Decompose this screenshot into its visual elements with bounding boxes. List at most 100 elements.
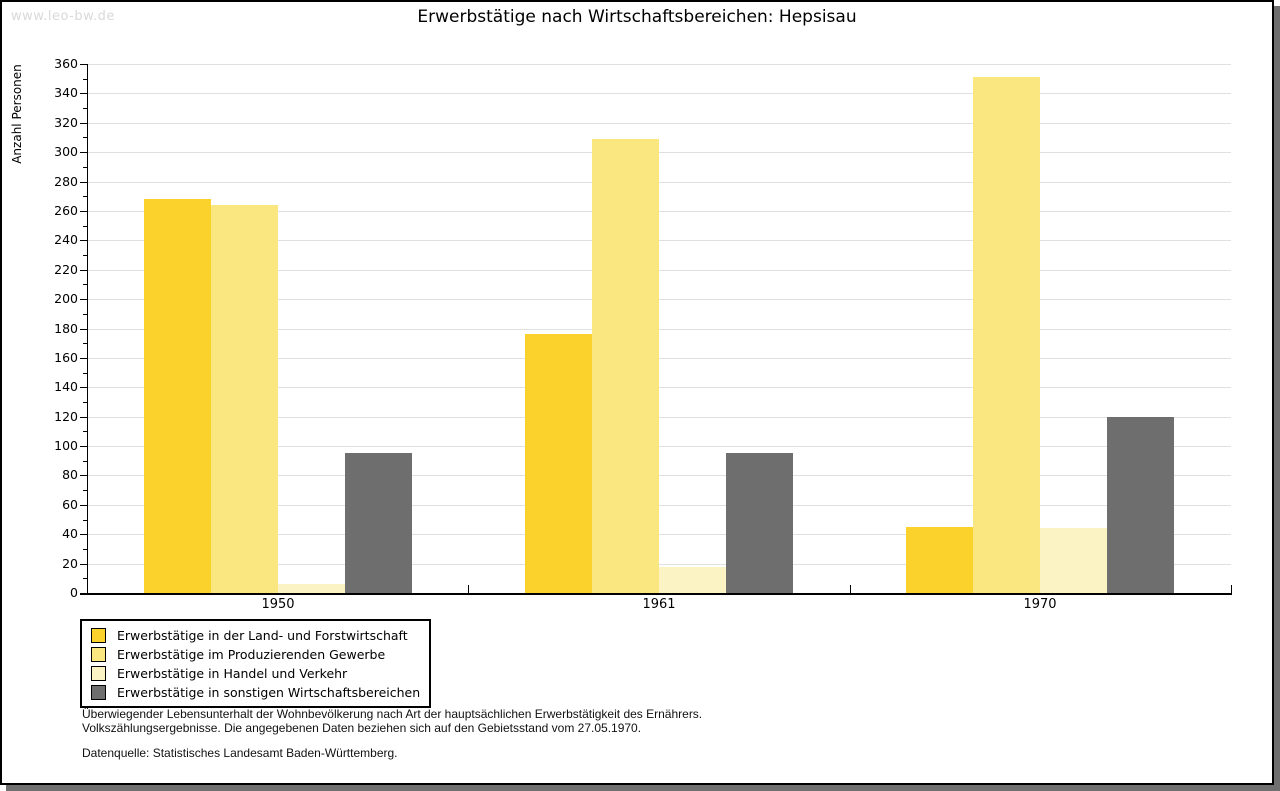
footnote-line-2: Volkszählungsergebnisse. Die angegebenen… bbox=[82, 720, 642, 735]
y-gridline bbox=[88, 270, 1231, 271]
x-boundary-tick bbox=[850, 585, 851, 593]
y-gridline bbox=[88, 182, 1231, 183]
y-gridline bbox=[88, 505, 1231, 506]
y-minor-tick bbox=[83, 490, 87, 491]
y-gridline bbox=[88, 387, 1231, 388]
legend-item: Erwerbstätige im Produzierenden Gewerbe bbox=[91, 645, 420, 664]
y-gridline bbox=[88, 417, 1231, 418]
legend-label: Erwerbstätige in der Land- und Forstwirt… bbox=[117, 628, 408, 643]
y-major-tick bbox=[80, 475, 87, 476]
y-minor-tick bbox=[83, 196, 87, 197]
legend-label: Erwerbstätige im Produzierenden Gewerbe bbox=[117, 647, 386, 662]
y-minor-tick bbox=[83, 255, 87, 256]
y-tick-label: 20 bbox=[62, 556, 78, 571]
chart-legend: Erwerbstätige in der Land- und Forstwirt… bbox=[80, 619, 432, 708]
x-category-label: 1961 bbox=[642, 597, 676, 612]
bar bbox=[973, 77, 1040, 593]
y-axis-line bbox=[87, 64, 88, 594]
y-major-tick bbox=[80, 387, 87, 388]
x-category-label: 1970 bbox=[1023, 597, 1057, 612]
y-major-tick bbox=[80, 329, 87, 330]
bar bbox=[211, 205, 278, 593]
legend-swatch bbox=[91, 666, 106, 681]
y-gridline bbox=[88, 446, 1231, 447]
bar bbox=[1040, 528, 1107, 593]
bar-chart-plot: 0 20 40 60 80 100 120 140 160 180 200 220 240 260 280 3… bbox=[2, 2, 1272, 783]
y-tick-label: 360 bbox=[54, 56, 78, 71]
y-tick-label: 260 bbox=[54, 203, 78, 218]
y-major-tick bbox=[80, 358, 87, 359]
y-tick-label: 180 bbox=[54, 321, 78, 336]
y-minor-tick bbox=[83, 578, 87, 579]
y-minor-tick bbox=[83, 461, 87, 462]
y-tick-label: 80 bbox=[62, 467, 78, 482]
bar bbox=[278, 584, 345, 593]
footnote-line-1: Überwiegender Lebensunterhalt der Wohnbe… bbox=[82, 707, 703, 721]
legend-item: Erwerbstätige in sonstigen Wirtschaftsbe… bbox=[91, 683, 420, 702]
y-gridline bbox=[88, 329, 1231, 330]
y-major-tick bbox=[80, 123, 87, 124]
y-tick-label: 120 bbox=[54, 409, 78, 424]
legend-item: Erwerbstätige in Handel und Verkehr bbox=[91, 664, 420, 683]
y-minor-tick bbox=[83, 549, 87, 550]
bar bbox=[144, 199, 211, 593]
y-tick-label: 340 bbox=[54, 85, 78, 100]
legend-swatch bbox=[91, 685, 106, 700]
legend-label: Erwerbstätige in Handel und Verkehr bbox=[117, 666, 348, 681]
y-gridline bbox=[88, 534, 1231, 535]
y-tick-label: 0 bbox=[70, 585, 78, 600]
y-minor-tick bbox=[83, 431, 87, 432]
y-major-tick bbox=[80, 93, 87, 94]
y-major-tick bbox=[80, 182, 87, 183]
y-major-tick bbox=[80, 270, 87, 271]
bar bbox=[1107, 417, 1174, 593]
bar bbox=[592, 139, 659, 593]
x-axis-line bbox=[80, 593, 1232, 595]
y-tick-label: 320 bbox=[54, 115, 78, 130]
y-tick-label: 220 bbox=[54, 262, 78, 277]
legend-label: Erwerbstätige in sonstigen Wirtschaftsbe… bbox=[117, 685, 421, 700]
legend-swatch bbox=[91, 628, 106, 643]
y-major-tick bbox=[80, 534, 87, 535]
y-tick-label: 300 bbox=[54, 144, 78, 159]
y-major-tick bbox=[80, 152, 87, 153]
y-gridline bbox=[88, 240, 1231, 241]
bar bbox=[906, 527, 973, 593]
y-tick-label: 200 bbox=[54, 291, 78, 306]
y-minor-tick bbox=[83, 137, 87, 138]
bar bbox=[726, 453, 793, 593]
y-gridline bbox=[88, 358, 1231, 359]
y-gridline bbox=[88, 64, 1231, 65]
y-gridline bbox=[88, 211, 1231, 212]
y-minor-tick bbox=[83, 314, 87, 315]
y-minor-tick bbox=[83, 402, 87, 403]
y-major-tick bbox=[80, 446, 87, 447]
y-tick-label: 40 bbox=[62, 526, 78, 541]
y-tick-label: 140 bbox=[54, 379, 78, 394]
y-tick-label: 160 bbox=[54, 350, 78, 365]
y-major-tick bbox=[80, 299, 87, 300]
y-tick-label: 60 bbox=[62, 497, 78, 512]
y-major-tick bbox=[80, 211, 87, 212]
legend-item: Erwerbstätige in der Land- und Forstwirt… bbox=[91, 626, 420, 645]
y-minor-tick bbox=[83, 226, 87, 227]
x-boundary-tick bbox=[1231, 585, 1232, 593]
y-major-tick bbox=[80, 240, 87, 241]
y-major-tick bbox=[80, 417, 87, 418]
y-axis-title: Anzahl Personen bbox=[10, 64, 24, 164]
y-gridline bbox=[88, 93, 1231, 94]
x-boundary-tick bbox=[468, 585, 469, 593]
chart-title: Erwerbstätige nach Wirtschaftsbereichen:… bbox=[417, 7, 857, 27]
y-gridline bbox=[88, 564, 1231, 565]
y-minor-tick bbox=[83, 167, 87, 168]
y-major-tick bbox=[80, 505, 87, 506]
y-tick-label: 280 bbox=[54, 174, 78, 189]
x-category-label: 1950 bbox=[261, 597, 295, 612]
legend-swatch bbox=[91, 647, 106, 662]
y-tick-label: 240 bbox=[54, 232, 78, 247]
y-minor-tick bbox=[83, 343, 87, 344]
y-gridline bbox=[88, 152, 1231, 153]
bar bbox=[345, 453, 412, 593]
y-major-tick bbox=[80, 564, 87, 565]
